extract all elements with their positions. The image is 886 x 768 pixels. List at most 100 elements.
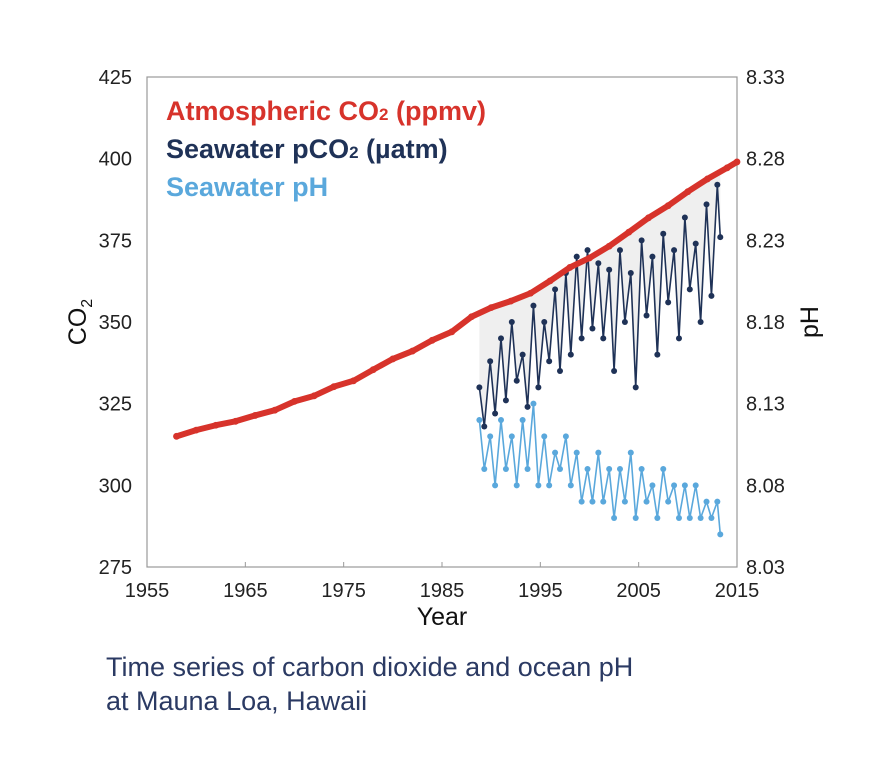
data-point-seawater-ph: [530, 400, 537, 407]
data-point-seawater-pco2: [508, 319, 515, 325]
data-point-atmospheric-co2: [684, 188, 692, 196]
data-point-seawater-pco2: [643, 312, 650, 319]
x-tick-label: 1985: [420, 580, 465, 602]
data-point-atmospheric-co2: [369, 366, 377, 374]
y-left-tick-label: 275: [99, 557, 132, 579]
data-point-seawater-ph: [708, 515, 715, 521]
data-point-seawater-ph: [654, 515, 661, 521]
y-axis-right-label: pH: [796, 306, 824, 338]
data-point-seawater-pco2: [535, 384, 542, 391]
data-point-seawater-pco2: [546, 358, 553, 365]
data-point-seawater-ph: [703, 498, 710, 505]
data-point-atmospheric-co2: [527, 289, 534, 297]
data-point-atmospheric-co2: [448, 328, 456, 336]
data-point-seawater-ph: [584, 466, 591, 472]
data-point-seawater-ph: [638, 466, 645, 472]
data-point-seawater-ph: [562, 433, 569, 440]
data-point-seawater-pco2: [595, 260, 602, 267]
data-point-seawater-pco2: [584, 247, 591, 254]
x-axis: 1955 1965 1975 1985 1995 2005 2015: [125, 562, 760, 602]
data-point-atmospheric-co2: [507, 297, 515, 305]
series-seawater-ph: [476, 400, 724, 538]
data-point-seawater-ph: [611, 515, 618, 521]
data-point-seawater-ph: [686, 515, 693, 521]
series-line-atmospheric-co2: [175, 159, 739, 440]
data-point-seawater-ph: [616, 466, 623, 472]
data-point-seawater-pco2: [557, 368, 563, 374]
data-point-seawater-pco2: [492, 410, 499, 417]
data-point-seawater-ph: [481, 466, 488, 472]
y-left-tick-label: 325: [99, 394, 132, 416]
data-point-seawater-pco2: [498, 335, 504, 342]
y-left-tick-label: 400: [99, 149, 132, 171]
data-point-atmospheric-co2: [310, 392, 318, 400]
data-point-seawater-ph: [717, 531, 724, 538]
data-point-atmospheric-co2: [232, 417, 239, 425]
fill-between-region: [479, 171, 721, 427]
data-point-seawater-ph: [714, 498, 721, 505]
y-left-tick-label: 300: [99, 475, 132, 497]
data-point-seawater-pco2: [714, 181, 721, 188]
data-point-seawater-ph: [578, 498, 585, 505]
data-point-seawater-ph: [476, 417, 483, 423]
caption-line-1: Time series of carbon dioxide and ocean …: [106, 652, 634, 682]
data-point-seawater-ph: [557, 466, 563, 472]
data-point-seawater-ph: [632, 515, 639, 521]
data-point-atmospheric-co2: [546, 277, 554, 285]
data-point-atmospheric-co2: [291, 397, 298, 405]
data-point-seawater-pco2: [519, 351, 526, 358]
data-point-seawater-ph: [508, 433, 515, 440]
x-tick-label: 2015: [715, 580, 760, 602]
legend-entry-atmospheric-co2: Atmospheric CO2 (ppmv): [166, 96, 486, 126]
data-point-seawater-ph: [681, 482, 688, 489]
data-point-seawater-pco2: [513, 377, 520, 384]
y-right-tick-label: 8.28: [746, 149, 785, 171]
data-point-seawater-ph: [524, 466, 531, 472]
data-point-atmospheric-co2: [723, 164, 731, 172]
y-left-tick-label: 425: [99, 67, 132, 89]
y-left-tick-label: 350: [99, 312, 132, 334]
data-point-seawater-pco2: [616, 247, 623, 254]
data-point-seawater-pco2: [708, 292, 715, 299]
y-right-tick-label: 8.13: [746, 394, 785, 416]
data-point-seawater-ph: [643, 498, 650, 505]
data-point-atmospheric-co2: [704, 175, 711, 183]
data-point-seawater-ph: [535, 482, 542, 489]
data-point-atmospheric-co2: [212, 421, 220, 429]
x-tick-label: 2005: [616, 580, 661, 602]
x-tick-label: 1955: [125, 580, 170, 602]
y-axis-left-label: CO2: [64, 299, 96, 346]
data-point-atmospheric-co2: [664, 202, 672, 210]
data-point-seawater-ph: [492, 482, 499, 489]
data-point-seawater-ph: [498, 417, 504, 423]
data-point-atmospheric-co2: [428, 336, 436, 344]
data-point-atmospheric-co2: [173, 432, 180, 440]
data-point-seawater-ph: [697, 515, 704, 521]
data-point-seawater-ph: [649, 482, 656, 489]
data-point-seawater-pco2: [476, 384, 483, 391]
x-axis-label: Year: [417, 603, 468, 631]
data-point-seawater-ph: [567, 482, 574, 489]
data-point-seawater-pco2: [692, 240, 699, 247]
legend-entry-seawater-ph: Seawater pH: [166, 172, 328, 202]
data-point-seawater-pco2: [606, 266, 613, 273]
data-point-seawater-pco2: [600, 335, 607, 342]
data-point-atmospheric-co2: [566, 264, 574, 271]
co2-ph-chart: 1955 1965 1975 1985 1995 2005 2015 425 400 375 35…: [64, 67, 824, 631]
data-point-atmospheric-co2: [487, 304, 495, 312]
data-point-seawater-ph: [519, 417, 526, 423]
data-point-seawater-pco2: [632, 384, 639, 391]
data-point-seawater-pco2: [589, 325, 596, 332]
data-point-atmospheric-co2: [468, 313, 475, 321]
data-point-atmospheric-co2: [645, 214, 652, 222]
data-point-seawater-pco2: [703, 201, 710, 208]
figure-caption: Time series of carbon dioxide and ocean …: [106, 650, 826, 718]
data-point-seawater-pco2: [686, 286, 693, 293]
data-point-seawater-ph: [595, 449, 602, 456]
data-point-atmospheric-co2: [409, 347, 416, 355]
data-point-seawater-ph: [513, 482, 520, 489]
data-point-seawater-pco2: [697, 319, 704, 325]
data-point-seawater-pco2: [578, 335, 585, 342]
data-point-atmospheric-co2: [605, 242, 613, 250]
y-left-tick-label: 375: [99, 230, 132, 252]
